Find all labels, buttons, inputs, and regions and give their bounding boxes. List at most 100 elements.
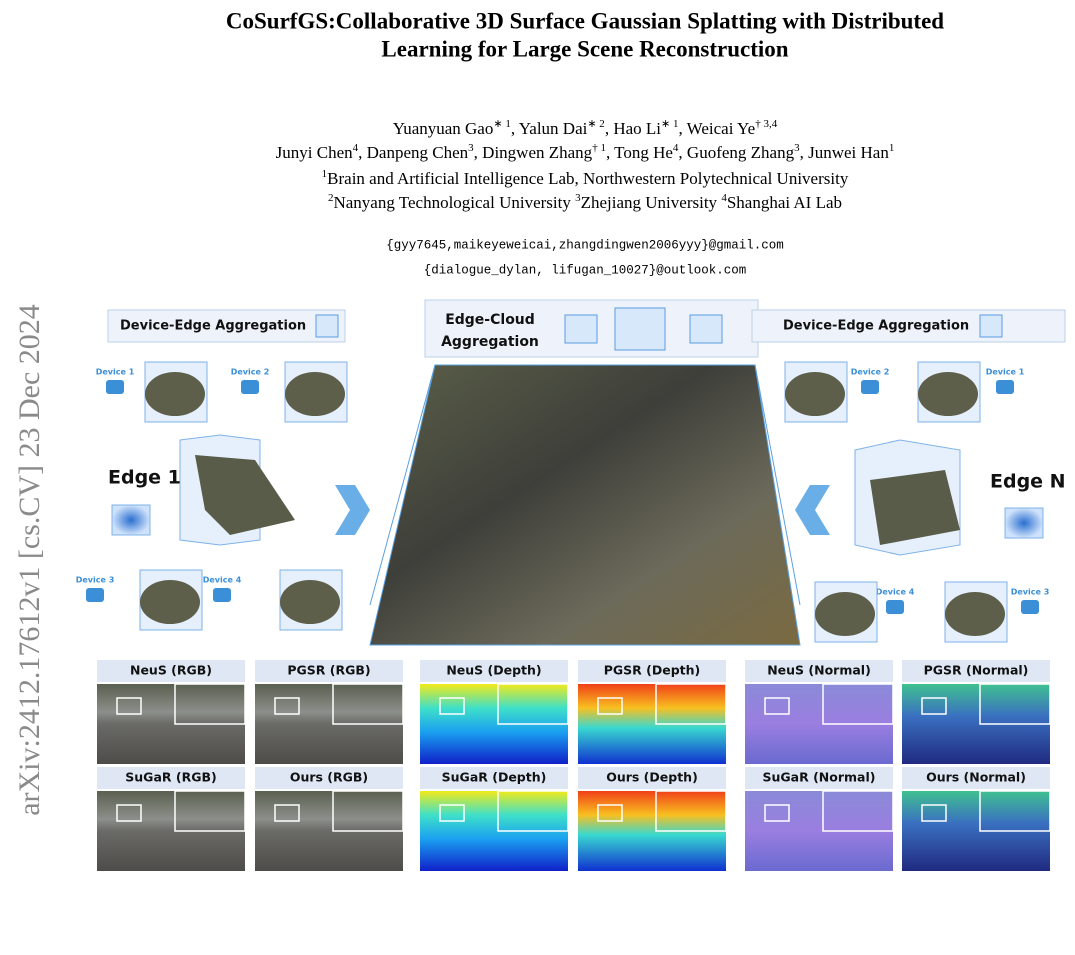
sup: 3 bbox=[794, 142, 800, 154]
zoom-box bbox=[274, 804, 300, 822]
author-line: 2Nanyang Technological University 3Zheji… bbox=[328, 192, 842, 212]
sup: † 3,4 bbox=[755, 118, 778, 130]
icon bbox=[614, 307, 666, 351]
box bbox=[107, 309, 346, 343]
text: Danpeng Chen bbox=[367, 143, 469, 162]
text: Brain and Artificial Intelligence Lab, N… bbox=[327, 169, 849, 188]
device-label: Device 2 bbox=[231, 368, 270, 377]
sup: 4 bbox=[673, 142, 679, 154]
panel-label: SuGaR (Depth) bbox=[442, 770, 547, 785]
zoom-box bbox=[764, 804, 790, 822]
sup: 1 bbox=[889, 142, 895, 154]
panel-label: PGSR (Depth) bbox=[604, 663, 701, 678]
author-line: Yuanyuan Gao∗ 1​, Yalun Dai∗ 2​, Hao Li∗… bbox=[393, 118, 778, 138]
result-panels: NeuS (RGB) PGSR (RGB) NeuS (Depth) PGSR (De… bbox=[97, 660, 1051, 871]
email: {dialogue_dylan, lifugan_10027}@outlook.… bbox=[424, 263, 747, 277]
sup: ∗ 2 bbox=[587, 118, 604, 130]
zoom-inset bbox=[497, 790, 569, 832]
zoom-box bbox=[116, 697, 142, 715]
panel-header bbox=[420, 767, 568, 789]
zoom-inset bbox=[822, 790, 894, 832]
drone-icon bbox=[996, 380, 1014, 394]
text: Junyi Chen bbox=[276, 143, 353, 162]
device-model bbox=[280, 580, 340, 624]
zoom-box bbox=[439, 804, 465, 822]
zoom-inset bbox=[655, 790, 727, 832]
sup: 4 bbox=[353, 142, 359, 154]
device-label: Device 4 bbox=[876, 588, 915, 597]
zoom-inset bbox=[979, 790, 1051, 832]
box-label: Device-Edge Aggregation bbox=[120, 319, 306, 334]
zoom-box bbox=[921, 804, 947, 822]
panel-header bbox=[97, 767, 245, 789]
icon bbox=[1004, 507, 1044, 539]
separator: , bbox=[678, 143, 687, 162]
zoom-box bbox=[597, 697, 623, 715]
chevron bbox=[795, 485, 830, 535]
panel-label: PGSR (Normal) bbox=[924, 663, 1029, 678]
title: CoSurfGS:Collaborative 3D Surface Gaussi… bbox=[226, 8, 944, 33]
drone-icon bbox=[213, 588, 231, 602]
zoom-inset bbox=[497, 683, 569, 725]
panel-header bbox=[97, 660, 245, 682]
text: Yuanyuan Gao bbox=[393, 119, 494, 138]
text: Weicai Ye bbox=[687, 119, 756, 138]
edge-model bbox=[195, 455, 295, 535]
drone-icon bbox=[241, 380, 259, 394]
icon bbox=[111, 504, 151, 536]
zoom-inset bbox=[174, 790, 246, 832]
panel-label: SuGaR (Normal) bbox=[763, 770, 876, 785]
edge bbox=[369, 364, 436, 606]
box bbox=[751, 309, 1066, 343]
box-label: Edge-Cloud bbox=[445, 312, 535, 328]
sup: † 1 bbox=[592, 142, 606, 154]
zoom-inset bbox=[822, 683, 894, 725]
author-line: Junyi Chen4​, Danpeng Chen3​, Dingwen Zh… bbox=[276, 142, 895, 162]
text: Shanghai AI Lab bbox=[727, 193, 842, 212]
panel-header bbox=[578, 767, 726, 789]
zoom-box bbox=[116, 804, 142, 822]
device-model bbox=[785, 372, 845, 416]
text: Yalun Dai bbox=[519, 119, 588, 138]
panel-header bbox=[745, 660, 893, 682]
zoom-box bbox=[764, 697, 790, 715]
zoom-inset bbox=[174, 683, 246, 725]
device-model bbox=[285, 372, 345, 416]
text: Tong He bbox=[614, 143, 673, 162]
title: Learning for Large Scene Reconstruction bbox=[381, 36, 788, 61]
separator: , bbox=[606, 143, 614, 162]
panel-header bbox=[902, 767, 1050, 789]
device-model bbox=[815, 592, 875, 636]
icon bbox=[689, 314, 723, 344]
separator: , bbox=[474, 143, 483, 162]
zoom-inset bbox=[979, 683, 1051, 725]
separator: , bbox=[678, 119, 686, 138]
sup: 1 bbox=[322, 168, 328, 180]
zoom-box bbox=[274, 697, 300, 715]
panel-label: PGSR (RGB) bbox=[287, 663, 370, 678]
sup: 3 bbox=[468, 142, 474, 154]
text: Nanyang Technological University bbox=[333, 193, 571, 212]
panel-header bbox=[255, 660, 403, 682]
panel-label: NeuS (Depth) bbox=[446, 663, 541, 678]
panel-header bbox=[420, 660, 568, 682]
icon bbox=[315, 314, 339, 338]
device-model bbox=[918, 372, 978, 416]
text: Zhejiang University bbox=[581, 193, 718, 212]
zoom-inset bbox=[332, 683, 404, 725]
email: {gyy7645,maikeyeweicai,zhangdingwen2006y… bbox=[386, 238, 784, 252]
text: Guofeng Zhang bbox=[687, 143, 795, 162]
text: Hao Li bbox=[613, 119, 661, 138]
separator: , bbox=[358, 143, 367, 162]
sup: 4 bbox=[721, 192, 727, 204]
device-label: Device 3 bbox=[1011, 588, 1050, 597]
panel-header bbox=[745, 767, 893, 789]
author-line: 1Brain and Artificial Intelligence Lab, … bbox=[322, 168, 849, 188]
panel-label: Ours (RGB) bbox=[290, 770, 368, 785]
panel-label: NeuS (Normal) bbox=[767, 663, 871, 678]
icon bbox=[564, 314, 598, 344]
device-label: Device 2 bbox=[851, 368, 890, 377]
devices: Device 1 Device 2 Device 3 Device 4 Device 2… bbox=[76, 361, 1050, 643]
sup: ∗ 1 bbox=[661, 118, 678, 130]
